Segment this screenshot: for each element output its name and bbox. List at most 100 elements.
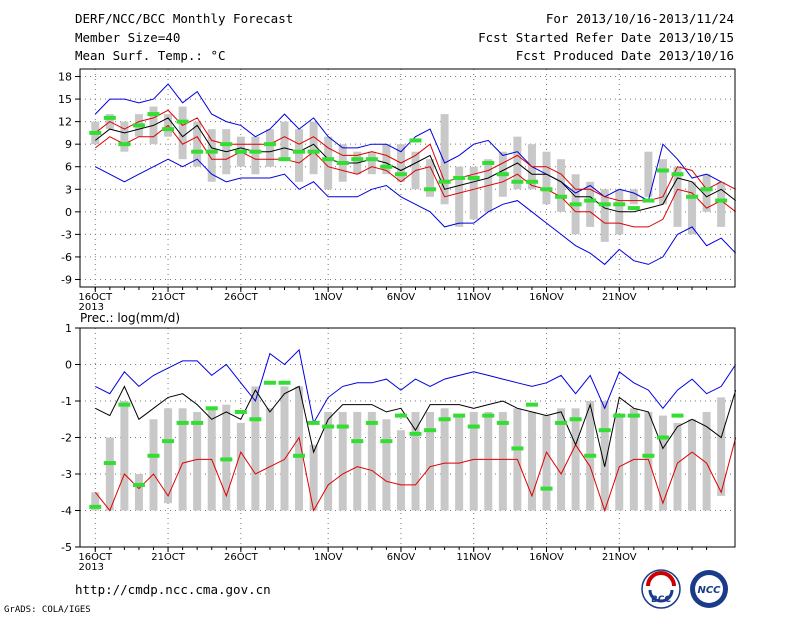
spread-box [295,129,304,182]
spread-box [382,419,391,511]
green-mark [671,172,684,177]
spread-box [426,411,435,511]
spread-box [251,386,260,511]
green-mark [584,453,597,458]
green-mark [249,417,262,422]
spread-box [557,408,566,511]
spread-box [164,408,173,504]
x-tick-label: 1NOV [314,552,343,563]
ncc-logo-icon: NCC [690,570,728,608]
green-mark [409,431,422,436]
spread-box [673,422,682,511]
x-tick-label: 11NOV [456,292,491,303]
bcc-logo-icon: BCC [641,569,681,609]
spread-box [469,411,478,511]
spread-box [426,159,435,197]
grads-credit: GrADS: COLA/IGES [4,605,91,615]
spread-box [484,411,493,511]
lower-blue-line [95,158,737,266]
green-mark [453,413,466,418]
green-mark [598,428,611,433]
variable-label: Mean Surf. Temp.: °C [75,48,226,63]
y-tick-label: -1 [61,395,72,408]
produced-date-label: Fcst Produced Date 2013/10/16 [515,48,734,63]
green-mark [263,380,276,385]
green-mark [555,194,568,199]
green-mark [147,453,160,458]
green-mark [394,413,407,418]
green-mark [467,424,480,429]
spread-box [629,189,638,205]
y-tick-label: 6 [65,161,72,174]
green-mark [613,413,626,418]
green-mark [365,157,378,162]
green-mark [118,402,131,407]
y-tick-label: -9 [61,273,72,286]
start-date-label: Fcst Started Refer Date 2013/10/15 [478,30,734,45]
x-tick-label: 21OCT [151,552,186,563]
plot-frame [79,327,736,548]
spread-box [702,174,711,212]
spread-box [309,444,318,511]
year-label: 2013 [79,562,104,573]
spread-box [324,136,333,190]
green-mark [162,439,175,444]
spread-box [265,408,274,511]
spread-box [382,144,391,175]
green-mark [642,453,655,458]
spread-box [440,114,449,205]
green-mark [351,157,364,162]
green-mark [627,206,640,211]
spread-box [120,121,129,152]
spread-box [149,419,158,511]
green-mark [234,149,247,154]
green-mark [263,142,276,147]
spread-box [571,408,580,511]
green-mark [307,149,320,154]
green-mark [540,486,553,491]
green-mark [365,420,378,425]
svg-text:BCC: BCC [651,595,671,605]
green-mark [656,435,669,440]
x-tick-label: 1NOV [314,292,343,303]
y-tick-label: 3 [65,183,72,196]
lower-red-line [94,124,737,228]
spread-box [644,411,653,511]
green-mark [656,168,669,173]
lower-red-line [94,436,737,513]
spread-box [280,121,289,160]
y-tick-label: -2 [61,432,72,445]
green-mark [132,482,145,487]
green-mark [147,112,160,117]
y-tick-label: 0 [65,206,72,219]
green-mark [496,420,509,425]
spread-box [717,181,726,227]
x-tick-label: 21NOV [602,292,637,303]
spread-box [586,181,595,227]
upper-blue-line [94,83,722,202]
spread-box [440,408,449,511]
green-mark [205,406,218,411]
spread-box [557,159,566,212]
green-mark [525,179,538,184]
spread-box [324,411,333,511]
spread-box [673,166,682,227]
spread-box [251,136,260,175]
green-mark [322,424,335,429]
spread-box [178,408,187,511]
x-tick-label: 6NOV [387,552,416,563]
green-mark [671,413,684,418]
spread-box [600,189,609,242]
y-tick-label: 12 [58,116,72,129]
x-tick-label: 16OCT [78,552,113,563]
green-mark [103,461,116,466]
x-tick-label: 21OCT [151,292,186,303]
green-mark [715,198,728,203]
y-tick-label: -5 [61,541,72,554]
spread-box [717,397,726,496]
spread-box [280,386,289,511]
green-mark [409,138,422,143]
source-url[interactable]: http://cmdp.ncc.cma.gov.cn [75,582,271,597]
green-mark [511,179,524,184]
green-mark [627,413,640,418]
